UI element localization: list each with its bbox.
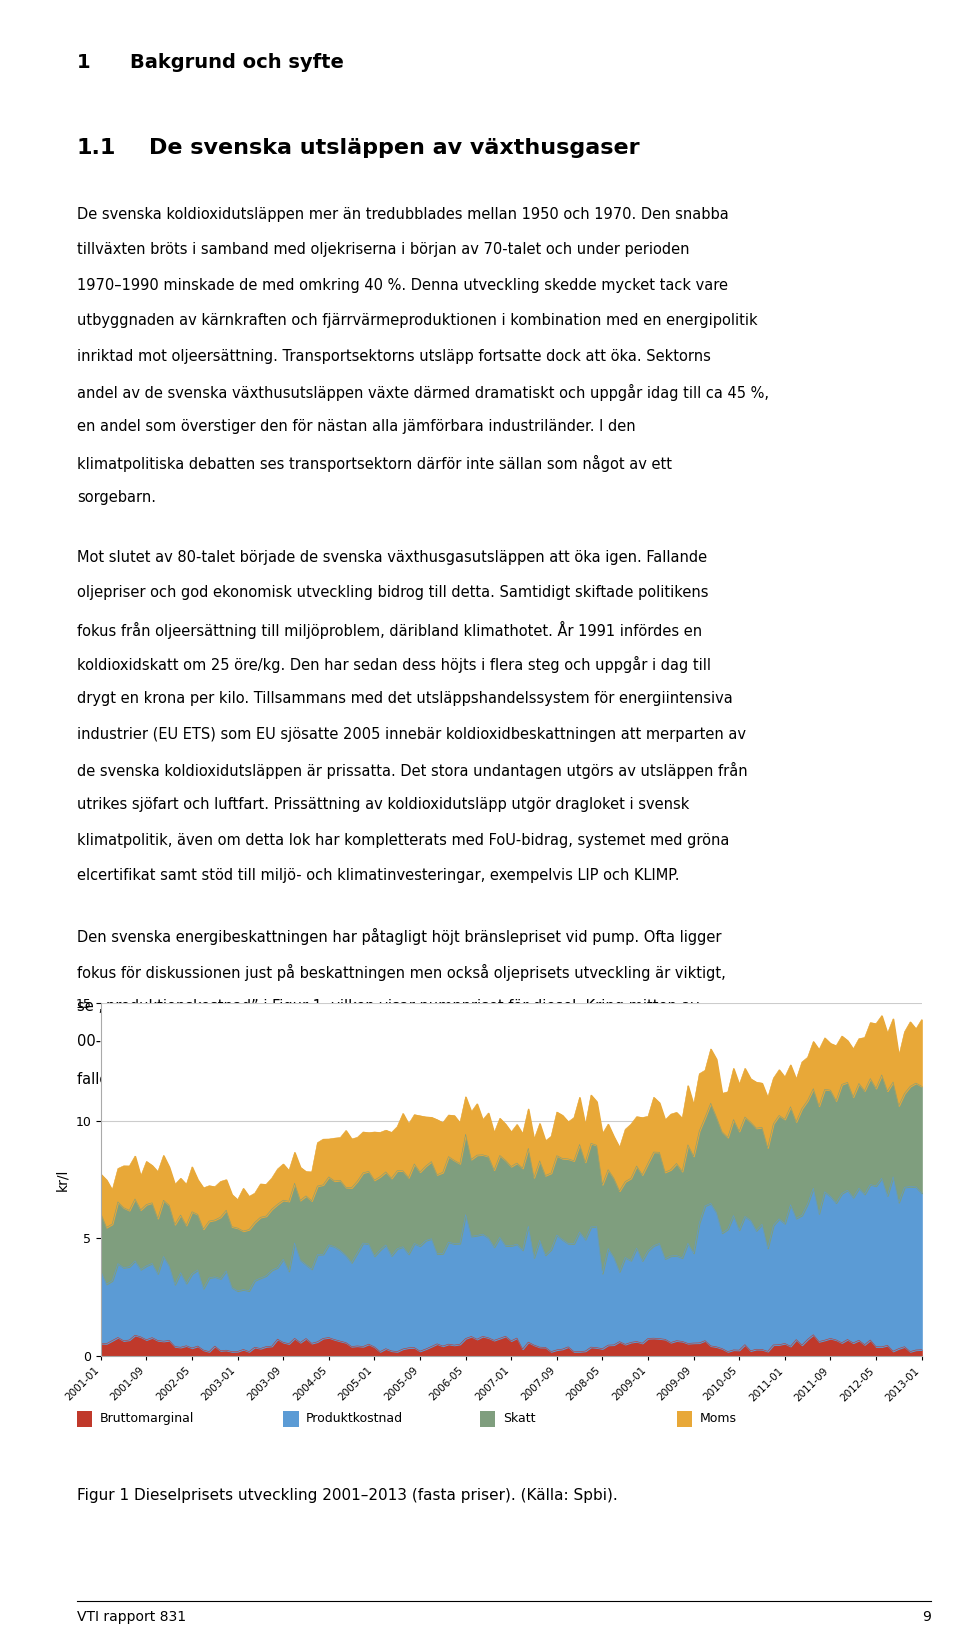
Text: Mot slutet av 80-talet började de svenska växthusgasutsläppen att öka igen. Fall: Mot slutet av 80-talet började de svensk…	[77, 551, 707, 566]
Text: Bakgrund och syfte: Bakgrund och syfte	[130, 53, 344, 72]
Text: fokus från oljeersättning till miljöproblem, däribland klimathotet. År 1991 infö: fokus från oljeersättning till miljöprob…	[77, 621, 702, 640]
Text: fallet i samband med finanskrisen 2008 stiger priset igen om än i en långsammare: fallet i samband med finanskrisen 2008 s…	[77, 1070, 725, 1087]
Text: drygt en krona per kilo. Tillsammans med det utsläppshandelssystem för energiint: drygt en krona per kilo. Tillsammans med…	[77, 692, 732, 707]
Text: Produktkostnad: Produktkostnad	[306, 1412, 403, 1425]
Text: inriktad mot oljeersättning. Transportsektorns utsläpp fortsatte dock att öka. S: inriktad mot oljeersättning. Transportse…	[77, 349, 710, 363]
Text: Figur 1 Dieselprisets utveckling 2001–2013 (fasta priser). (Källa: Spbi).: Figur 1 Dieselprisets utveckling 2001–20…	[77, 1488, 617, 1503]
Text: oljepriser och god ekonomisk utveckling bidrog till detta. Samtidigt skiftade po: oljepriser och god ekonomisk utveckling …	[77, 585, 708, 600]
Text: en andel som överstiger den för nästan alla jämförbara industriländer. I den: en andel som överstiger den för nästan a…	[77, 419, 636, 434]
Text: 00-talet steg oljepriset, vilket gav en betydande draghjälp till klimatpolitiken: 00-talet steg oljepriset, vilket gav en …	[77, 1034, 684, 1049]
Text: de svenska koldioxidutsläppen är prissatta. Det stora undantagen utgörs av utslä: de svenska koldioxidutsläppen är prissat…	[77, 763, 748, 779]
Text: utbyggnaden av kärnkraften och fjärrvärmeproduktionen i kombination med en energ: utbyggnaden av kärnkraften och fjärrvärm…	[77, 312, 757, 329]
Text: 1: 1	[77, 53, 90, 72]
Text: sorgebarn.: sorgebarn.	[77, 490, 156, 505]
Bar	[677, 1411, 692, 1427]
Text: se „produktionskostnad” i Figur 1, vilken visar pumppriset för diesel. Kring mit: se „produktionskostnad” i Figur 1, vilke…	[77, 1000, 699, 1014]
Text: VTI rapport 831: VTI rapport 831	[77, 1609, 186, 1624]
Text: Skatt: Skatt	[503, 1412, 536, 1425]
Bar	[480, 1411, 495, 1427]
Text: 9: 9	[923, 1609, 931, 1624]
Text: Moms: Moms	[700, 1412, 737, 1425]
Text: De svenska utsläppen av växthusgaser: De svenska utsläppen av växthusgaser	[149, 138, 639, 158]
Text: tillväxten bröts i samband med oljekriserna i början av 70-talet och under perio: tillväxten bröts i samband med oljekrise…	[77, 243, 689, 258]
Text: elcertifikat samt stöd till miljö- och klimatinvesteringar, exempelvis LIP och K: elcertifikat samt stöd till miljö- och k…	[77, 868, 680, 883]
Text: Den svenska energibeskattningen har påtagligt höjt bränslepriset vid pump. Ofta : Den svenska energibeskattningen har påta…	[77, 929, 721, 945]
Text: 1970–1990 minskade de med omkring 40 %. Denna utveckling skedde mycket tack vare: 1970–1990 minskade de med omkring 40 %. …	[77, 278, 728, 293]
Text: fokus för diskussionen just på beskattningen men också oljeprisets utveckling är: fokus för diskussionen just på beskattni…	[77, 963, 726, 980]
Text: 1.1: 1.1	[77, 138, 116, 158]
Text: Bruttomarginal: Bruttomarginal	[100, 1412, 194, 1425]
Text: industrier (EU ETS) som EU sjösatte 2005 innebär koldioxidbeskattningen att merp: industrier (EU ETS) som EU sjösatte 2005…	[77, 727, 746, 741]
Text: klimatpolitik, även om detta lok har kompletterats med FoU-bidrag, systemet med : klimatpolitik, även om detta lok har kom…	[77, 834, 730, 848]
Bar	[77, 1411, 92, 1427]
Text: klimatpolitiska debatten ses transportsektorn därför inte sällan som något av et: klimatpolitiska debatten ses transportse…	[77, 454, 672, 472]
Text: De svenska koldioxidutsläppen mer än tredubblades mellan 1950 och 1970. Den snab: De svenska koldioxidutsläppen mer än tre…	[77, 207, 729, 222]
Bar	[283, 1411, 299, 1427]
Text: utrikes sjöfart och luftfart. Prissättning av koldioxidutsläpp utgör dragloket i: utrikes sjöfart och luftfart. Prissättni…	[77, 797, 689, 812]
Text: andel av de svenska växthusutsläppen växte därmed dramatiskt och uppgår idag til: andel av de svenska växthusutsläppen väx…	[77, 385, 769, 401]
Y-axis label: kr/l: kr/l	[56, 1169, 70, 1190]
Text: koldioxidskatt om 25 öre/kg. Den har sedan dess höjts i flera steg och uppgår i : koldioxidskatt om 25 öre/kg. Den har sed…	[77, 656, 710, 672]
